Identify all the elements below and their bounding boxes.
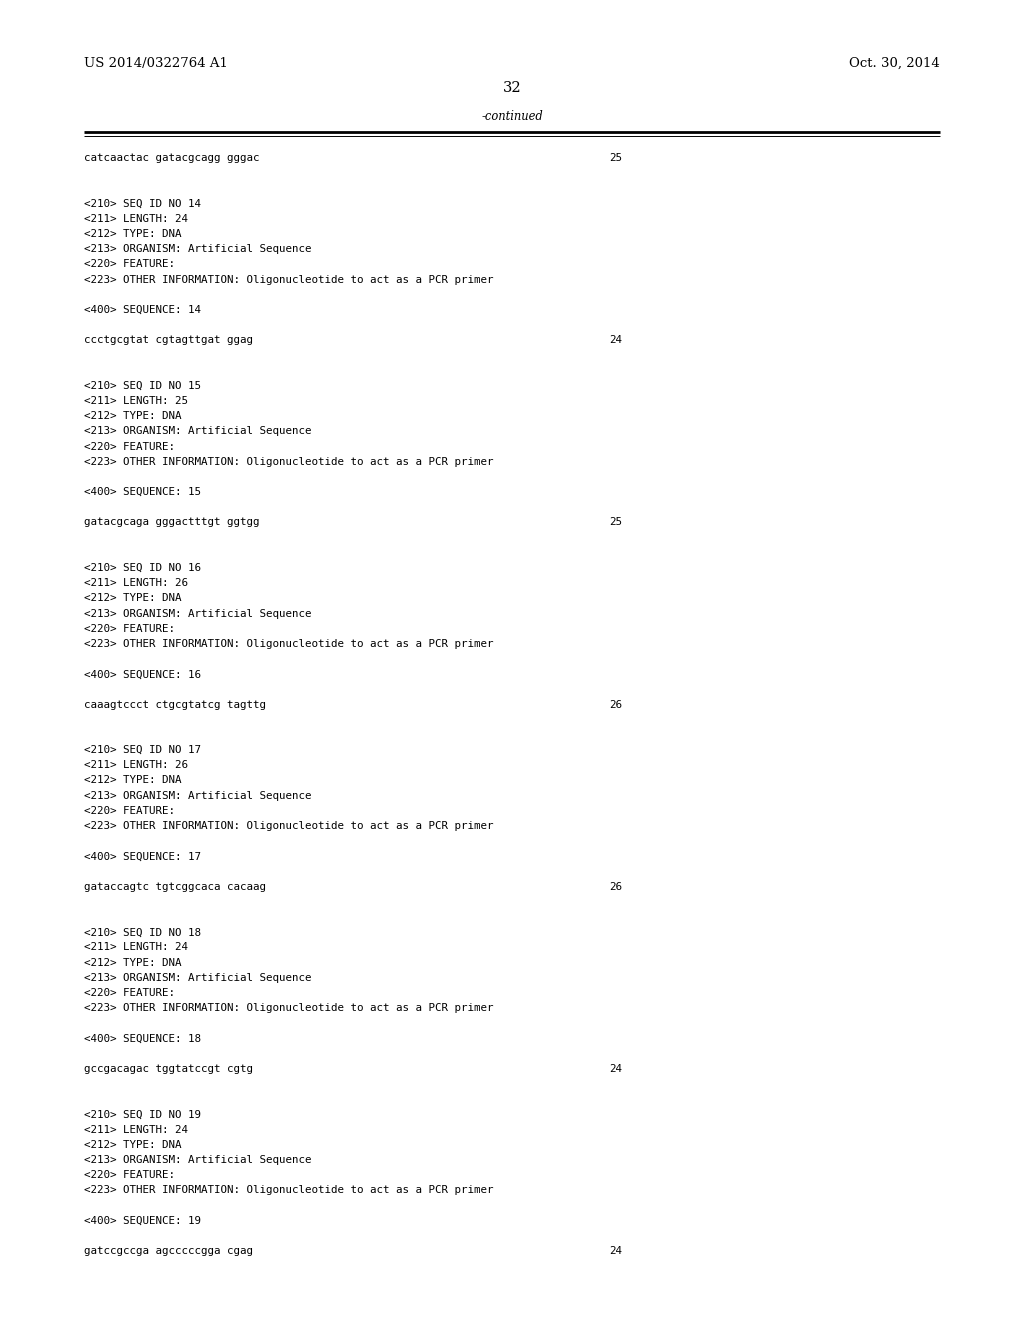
Text: <211> LENGTH: 24: <211> LENGTH: 24 — [84, 1125, 188, 1135]
Text: <212> TYPE: DNA: <212> TYPE: DNA — [84, 957, 181, 968]
Text: Oct. 30, 2014: Oct. 30, 2014 — [849, 57, 940, 70]
Text: <212> TYPE: DNA: <212> TYPE: DNA — [84, 593, 181, 603]
Text: <210> SEQ ID NO 14: <210> SEQ ID NO 14 — [84, 198, 201, 209]
Text: gatacgcaga gggactttgt ggtgg: gatacgcaga gggactttgt ggtgg — [84, 517, 259, 528]
Text: caaagtccct ctgcgtatcg tagttg: caaagtccct ctgcgtatcg tagttg — [84, 700, 266, 710]
Text: <220> FEATURE:: <220> FEATURE: — [84, 623, 175, 634]
Text: <211> LENGTH: 24: <211> LENGTH: 24 — [84, 942, 188, 953]
Text: <400> SEQUENCE: 14: <400> SEQUENCE: 14 — [84, 305, 201, 315]
Text: <220> FEATURE:: <220> FEATURE: — [84, 987, 175, 998]
Text: <400> SEQUENCE: 15: <400> SEQUENCE: 15 — [84, 487, 201, 498]
Text: 25: 25 — [609, 153, 623, 164]
Text: <211> LENGTH: 25: <211> LENGTH: 25 — [84, 396, 188, 407]
Text: <210> SEQ ID NO 16: <210> SEQ ID NO 16 — [84, 562, 201, 573]
Text: <210> SEQ ID NO 18: <210> SEQ ID NO 18 — [84, 927, 201, 937]
Text: <213> ORGANISM: Artificial Sequence: <213> ORGANISM: Artificial Sequence — [84, 1155, 311, 1166]
Text: <213> ORGANISM: Artificial Sequence: <213> ORGANISM: Artificial Sequence — [84, 426, 311, 437]
Text: gccgacagac tggtatccgt cgtg: gccgacagac tggtatccgt cgtg — [84, 1064, 253, 1074]
Text: <223> OTHER INFORMATION: Oligonucleotide to act as a PCR primer: <223> OTHER INFORMATION: Oligonucleotide… — [84, 821, 494, 832]
Text: <223> OTHER INFORMATION: Oligonucleotide to act as a PCR primer: <223> OTHER INFORMATION: Oligonucleotide… — [84, 1003, 494, 1014]
Text: ccctgcgtat cgtagttgat ggag: ccctgcgtat cgtagttgat ggag — [84, 335, 253, 346]
Text: catcaactac gatacgcagg gggac: catcaactac gatacgcagg gggac — [84, 153, 259, 164]
Text: <213> ORGANISM: Artificial Sequence: <213> ORGANISM: Artificial Sequence — [84, 244, 311, 255]
Text: <211> LENGTH: 26: <211> LENGTH: 26 — [84, 578, 188, 589]
Text: <223> OTHER INFORMATION: Oligonucleotide to act as a PCR primer: <223> OTHER INFORMATION: Oligonucleotide… — [84, 457, 494, 467]
Text: <220> FEATURE:: <220> FEATURE: — [84, 805, 175, 816]
Text: <213> ORGANISM: Artificial Sequence: <213> ORGANISM: Artificial Sequence — [84, 973, 311, 983]
Text: <400> SEQUENCE: 19: <400> SEQUENCE: 19 — [84, 1216, 201, 1226]
Text: <220> FEATURE:: <220> FEATURE: — [84, 259, 175, 269]
Text: <400> SEQUENCE: 16: <400> SEQUENCE: 16 — [84, 669, 201, 680]
Text: US 2014/0322764 A1: US 2014/0322764 A1 — [84, 57, 228, 70]
Text: <212> TYPE: DNA: <212> TYPE: DNA — [84, 411, 181, 421]
Text: <210> SEQ ID NO 19: <210> SEQ ID NO 19 — [84, 1109, 201, 1119]
Text: <211> LENGTH: 24: <211> LENGTH: 24 — [84, 214, 188, 224]
Text: <223> OTHER INFORMATION: Oligonucleotide to act as a PCR primer: <223> OTHER INFORMATION: Oligonucleotide… — [84, 1185, 494, 1196]
Text: 24: 24 — [609, 1064, 623, 1074]
Text: <223> OTHER INFORMATION: Oligonucleotide to act as a PCR primer: <223> OTHER INFORMATION: Oligonucleotide… — [84, 275, 494, 285]
Text: <210> SEQ ID NO 15: <210> SEQ ID NO 15 — [84, 380, 201, 391]
Text: 26: 26 — [609, 882, 623, 892]
Text: <223> OTHER INFORMATION: Oligonucleotide to act as a PCR primer: <223> OTHER INFORMATION: Oligonucleotide… — [84, 639, 494, 649]
Text: <212> TYPE: DNA: <212> TYPE: DNA — [84, 775, 181, 785]
Text: 24: 24 — [609, 335, 623, 346]
Text: <400> SEQUENCE: 18: <400> SEQUENCE: 18 — [84, 1034, 201, 1044]
Text: <211> LENGTH: 26: <211> LENGTH: 26 — [84, 760, 188, 771]
Text: 24: 24 — [609, 1246, 623, 1257]
Text: <213> ORGANISM: Artificial Sequence: <213> ORGANISM: Artificial Sequence — [84, 609, 311, 619]
Text: <213> ORGANISM: Artificial Sequence: <213> ORGANISM: Artificial Sequence — [84, 791, 311, 801]
Text: gataccagtc tgtcggcaca cacaag: gataccagtc tgtcggcaca cacaag — [84, 882, 266, 892]
Text: 32: 32 — [503, 82, 521, 95]
Text: <220> FEATURE:: <220> FEATURE: — [84, 1170, 175, 1180]
Text: <400> SEQUENCE: 17: <400> SEQUENCE: 17 — [84, 851, 201, 862]
Text: <210> SEQ ID NO 17: <210> SEQ ID NO 17 — [84, 744, 201, 755]
Text: -continued: -continued — [481, 110, 543, 123]
Text: <220> FEATURE:: <220> FEATURE: — [84, 441, 175, 451]
Text: 25: 25 — [609, 517, 623, 528]
Text: 26: 26 — [609, 700, 623, 710]
Text: gatccgccga agcccccgga cgag: gatccgccga agcccccgga cgag — [84, 1246, 253, 1257]
Text: <212> TYPE: DNA: <212> TYPE: DNA — [84, 1139, 181, 1150]
Text: <212> TYPE: DNA: <212> TYPE: DNA — [84, 228, 181, 239]
